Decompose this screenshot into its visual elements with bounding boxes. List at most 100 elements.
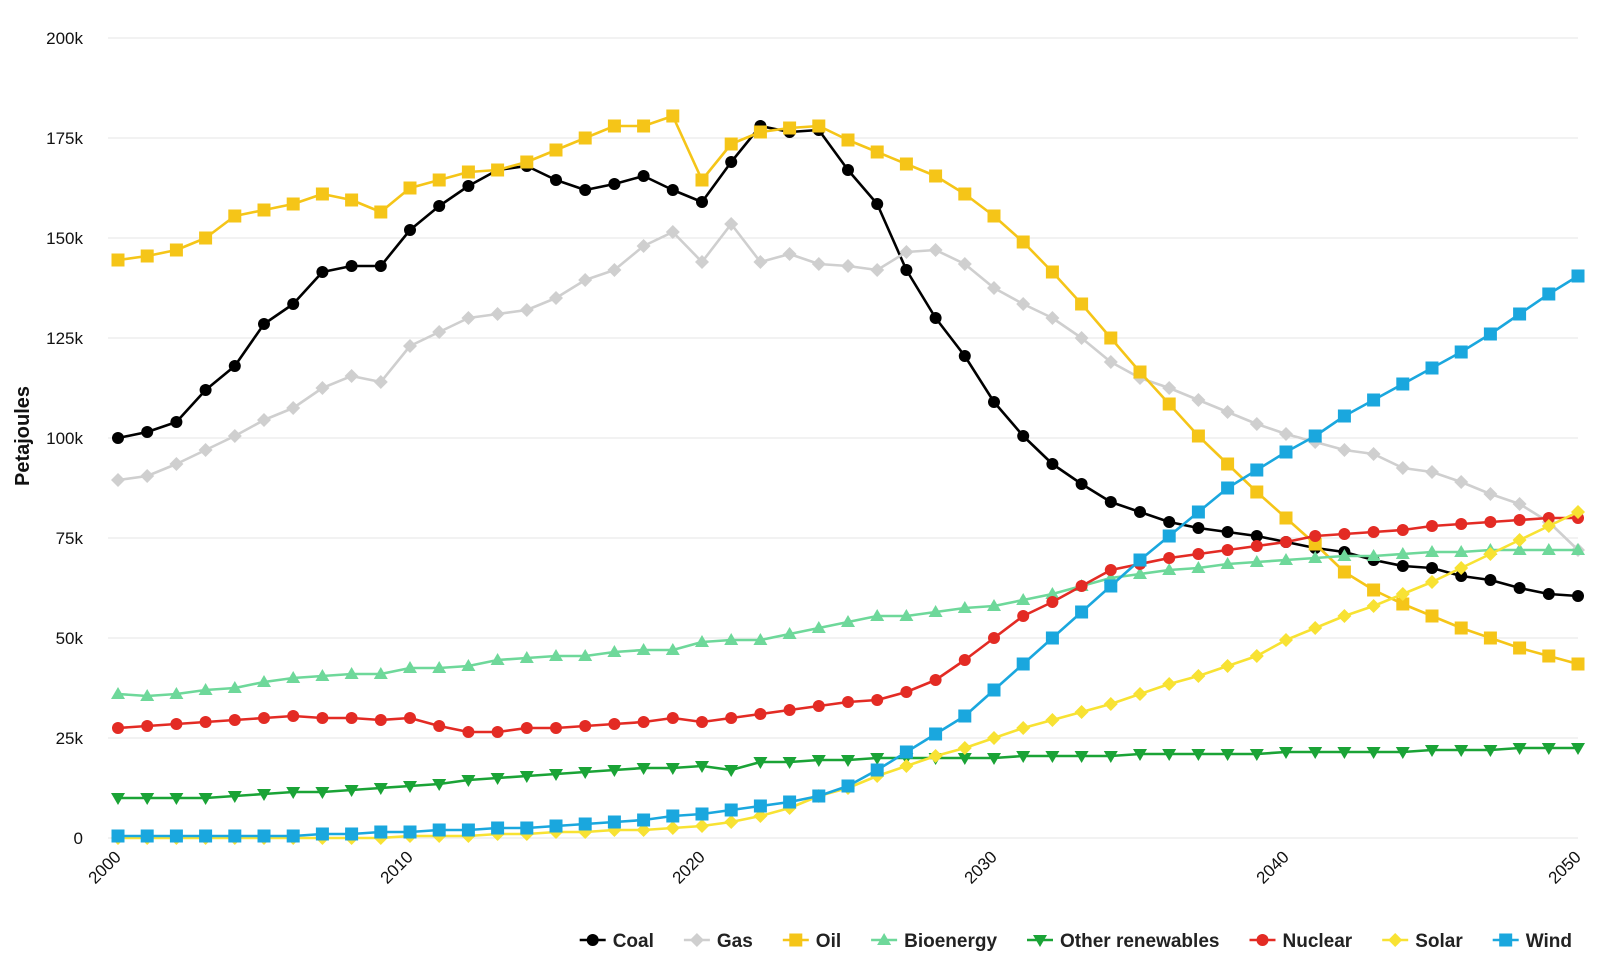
legend-item-coal[interactable]: Coal	[579, 931, 654, 952]
solar-point	[1045, 713, 1060, 727]
oil-point	[169, 243, 183, 257]
legend-marker	[1499, 933, 1513, 947]
oil-point	[783, 121, 797, 135]
bioenergy-point	[403, 661, 417, 673]
coal-point	[287, 298, 300, 310]
nuclear-point	[1484, 516, 1497, 528]
coal-point	[842, 164, 854, 176]
wind-point	[345, 827, 359, 841]
other-renewables-point	[1512, 743, 1527, 755]
gas-point	[198, 443, 213, 457]
gas-point	[140, 469, 155, 483]
bioenergy-point	[432, 661, 447, 673]
other-renewables-point	[1045, 751, 1060, 763]
bioenergy-point	[111, 687, 125, 699]
solar-point	[1366, 599, 1381, 613]
bioenergy-point	[811, 621, 826, 633]
nuclear-point	[1426, 520, 1438, 532]
legend-item-wind[interactable]: Wind	[1492, 931, 1572, 952]
oil-point	[637, 119, 651, 133]
nuclear-point	[520, 722, 533, 734]
wind-point	[432, 823, 446, 837]
bioenergy-point	[373, 667, 388, 679]
bioenergy-point	[1395, 547, 1410, 559]
bioenergy-point	[987, 599, 1001, 611]
gas-point	[490, 307, 505, 321]
nuclear-point	[812, 700, 825, 712]
gas-point	[315, 381, 330, 395]
x-tick-label: 2010	[377, 847, 417, 887]
y-tick-label: 50k	[56, 629, 84, 648]
other-renewables-point	[1395, 747, 1410, 759]
wind-point	[315, 827, 329, 841]
coal-point	[1192, 522, 1205, 534]
oil-point	[1133, 365, 1147, 379]
wind-point	[257, 829, 271, 843]
other-renewables-point	[1103, 751, 1118, 763]
wind-point	[637, 813, 651, 827]
gas-point	[870, 263, 885, 277]
wind-point	[1221, 481, 1235, 495]
x-tick-label: 2020	[669, 847, 709, 887]
wind-point	[1542, 287, 1556, 301]
nuclear-point	[550, 722, 562, 734]
nuclear-point	[374, 714, 387, 726]
legend-label: Bioenergy	[904, 931, 997, 952]
wind-point	[958, 709, 972, 723]
wind-point	[929, 727, 943, 741]
other-renewables-point	[111, 793, 125, 805]
wind-point	[520, 821, 534, 835]
bioenergy-point	[257, 675, 271, 687]
bioenergy-point	[1191, 561, 1206, 573]
oil-point	[1279, 511, 1293, 525]
nuclear-point	[316, 712, 329, 724]
nuclear-point	[900, 686, 913, 698]
coal-point	[404, 224, 416, 236]
oil-point	[666, 109, 680, 123]
gas-point	[519, 303, 534, 317]
oil-point	[1337, 565, 1351, 579]
nuclear-point	[1221, 544, 1234, 556]
gas-point	[373, 375, 388, 389]
gas-point	[899, 245, 914, 259]
other-renewables-point	[841, 755, 855, 767]
wind-point	[1045, 631, 1059, 645]
legend-item-solar[interactable]: Solar	[1382, 931, 1463, 952]
legend-item-gas[interactable]: Gas	[683, 931, 753, 952]
other-renewables-point	[169, 793, 184, 805]
oil-point	[199, 231, 213, 245]
legend-item-bioenergy[interactable]: Bioenergy	[871, 931, 997, 952]
bioenergy-point	[1571, 543, 1585, 555]
other-renewables-point	[636, 763, 651, 775]
nuclear-point	[725, 712, 738, 724]
oil-point	[1162, 397, 1176, 411]
legend-item-oil[interactable]: Oil	[782, 931, 841, 952]
coal-point	[871, 198, 884, 210]
other-renewables-point	[1337, 747, 1352, 759]
wind-point	[549, 819, 563, 833]
oil-line	[117, 114, 1579, 666]
legend-item-other-renewables[interactable]: Other renewables	[1027, 931, 1219, 952]
other-renewables-point	[987, 753, 1001, 765]
oil-point	[520, 155, 534, 169]
coal-point	[696, 196, 708, 208]
coal-point	[1134, 506, 1146, 518]
solar-point	[1074, 705, 1089, 719]
legend-marker	[586, 934, 599, 946]
legend-item-nuclear[interactable]: Nuclear	[1249, 931, 1353, 952]
wind-point	[1279, 445, 1293, 459]
gas-point	[782, 247, 797, 261]
other-renewables-point	[286, 787, 301, 799]
oil-point	[1396, 597, 1410, 611]
other-renewables-point	[519, 771, 534, 783]
oil-point	[461, 165, 475, 179]
other-renewables-point	[1074, 751, 1089, 763]
oil-point	[1483, 631, 1497, 645]
gas-point	[1366, 447, 1381, 461]
nuclear-point	[404, 712, 416, 724]
wind-point	[724, 803, 738, 817]
coal-point	[550, 174, 562, 186]
legend-marker	[789, 933, 803, 947]
oil-point	[1221, 457, 1235, 471]
